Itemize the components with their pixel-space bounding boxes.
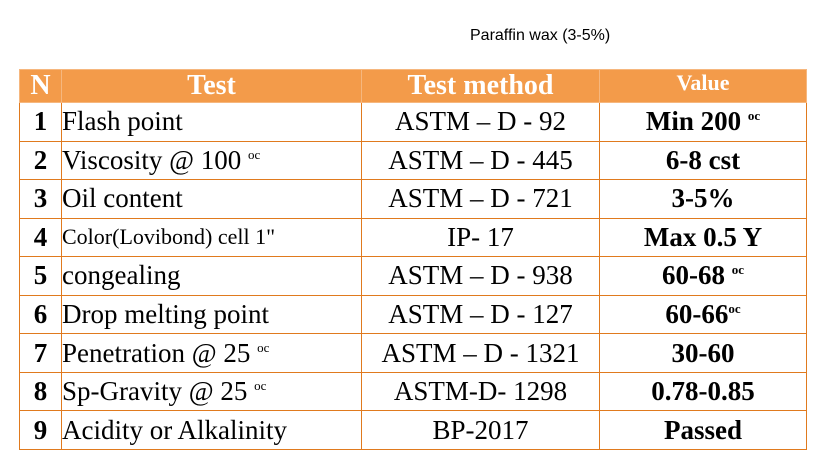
test-value-text: Max 0.5 Y xyxy=(643,221,763,252)
test-name: Acidity or Alkalinity xyxy=(61,410,362,450)
test-name: congealing xyxy=(61,256,362,296)
test-value-text: 3-5% xyxy=(671,183,735,214)
test-value-text: Min 200 xyxy=(645,106,742,137)
test-method: ASTM – D - 938 xyxy=(361,256,600,296)
value-unit-sup: oc xyxy=(731,262,745,278)
test-method: ASTM – D - 445 xyxy=(361,140,600,181)
test-name-text: Penetration @ 25 xyxy=(62,337,251,368)
test-value-text: 6-8 cst xyxy=(665,144,741,175)
test-value-text: Passed xyxy=(663,414,742,445)
test-unit-sup: oc xyxy=(254,378,267,394)
table-row: 8 Sp-Gravity @ 25 oc ASTM-D- 1298 0.78-0… xyxy=(19,371,807,412)
row-number: 3 xyxy=(19,179,62,219)
table-row: 4 Color(Lovibond) cell 1" IP- 17 Max 0.5… xyxy=(19,217,807,258)
spec-table: N Test Test method Value 1 Flash point A… xyxy=(19,69,807,450)
test-method: BP-2017 xyxy=(361,410,600,450)
header-row: N Test Test method Value xyxy=(19,69,807,103)
test-method: ASTM – D - 721 xyxy=(361,179,600,219)
table-caption: Paraffin wax (3-5%) xyxy=(470,27,611,44)
header-n: N xyxy=(19,69,62,103)
row-number: 4 xyxy=(19,217,62,258)
test-name: Drop melting point xyxy=(61,294,362,335)
row-number: 8 xyxy=(19,371,62,412)
row-number: 7 xyxy=(19,333,62,373)
table-row: 5 congealing ASTM – D - 938 60-68 oc xyxy=(19,256,807,296)
test-method: ASTM – D - 92 xyxy=(361,102,600,142)
value-unit-sup: oc xyxy=(728,301,741,316)
test-value: 60-66oc xyxy=(599,294,807,335)
table-row: 6 Drop melting point ASTM – D - 127 60-6… xyxy=(19,294,807,335)
test-value: 0.78-0.85 xyxy=(599,371,807,412)
test-name: Color(Lovibond) cell 1" xyxy=(61,217,362,258)
value-unit-sup: oc xyxy=(747,108,761,124)
test-method: ASTM – D - 1321 xyxy=(361,333,600,373)
row-number: 9 xyxy=(19,410,62,450)
test-value: Passed xyxy=(599,410,807,450)
test-name-text: Oil content xyxy=(62,183,183,214)
test-name-text: Acidity or Alkalinity xyxy=(62,414,287,445)
table-row: 3 Oil content ASTM – D - 721 3-5% xyxy=(19,179,807,219)
test-value: 30-60 xyxy=(599,333,807,373)
test-value-text: 60-68 xyxy=(661,260,725,291)
row-number: 5 xyxy=(19,256,62,296)
test-unit-sup: oc xyxy=(248,146,261,162)
test-name-text: Viscosity @ 100 xyxy=(62,144,242,175)
test-value: 3-5% xyxy=(599,179,807,219)
table-row: 1 Flash point ASTM – D - 92 Min 200 oc xyxy=(19,102,807,142)
test-value-text: 0.78-0.85 xyxy=(651,376,755,407)
test-name: Viscosity @ 100 oc xyxy=(61,140,362,181)
test-value: Min 200 oc xyxy=(599,102,807,142)
test-name-text: Sp-Gravity @ 25 xyxy=(62,376,248,407)
test-value: Max 0.5 Y xyxy=(599,217,807,258)
test-method: ASTM – D - 127 xyxy=(361,294,600,335)
test-name-text: Color(Lovibond) cell 1" xyxy=(62,224,276,250)
row-number: 1 xyxy=(19,102,62,142)
test-method: ASTM-D- 1298 xyxy=(361,371,600,412)
test-name: Penetration @ 25 oc xyxy=(61,333,362,373)
test-name: Sp-Gravity @ 25 oc xyxy=(61,371,362,412)
header-test: Test xyxy=(61,69,362,103)
test-value-text: 30-60 xyxy=(671,337,735,368)
test-value: 6-8 cst xyxy=(599,140,807,181)
test-name: Flash point xyxy=(61,102,362,142)
test-name-text: Flash point xyxy=(62,106,183,137)
row-number: 2 xyxy=(19,140,62,181)
test-value: 60-68 oc xyxy=(599,256,807,296)
header-value: Value xyxy=(599,69,807,103)
test-name-text: Drop melting point xyxy=(62,299,269,329)
row-number: 6 xyxy=(19,294,62,335)
header-test-method: Test method xyxy=(361,69,600,103)
test-unit-sup: oc xyxy=(257,339,270,355)
table-row: 2 Viscosity @ 100 oc ASTM – D - 445 6-8 … xyxy=(19,140,807,181)
table-row: 9 Acidity or Alkalinity BP-2017 Passed xyxy=(19,410,807,450)
test-name-text: congealing xyxy=(62,260,181,291)
test-method: IP- 17 xyxy=(361,217,600,258)
test-name: Oil content xyxy=(61,179,362,219)
table-row: 7 Penetration @ 25 oc ASTM – D - 1321 30… xyxy=(19,333,807,373)
test-value-text: 60-66 xyxy=(665,299,729,329)
